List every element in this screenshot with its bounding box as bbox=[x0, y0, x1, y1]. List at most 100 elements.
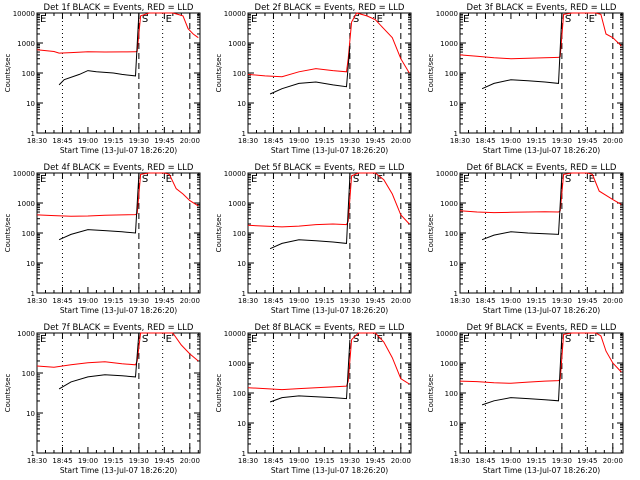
y-tick-label: 100 bbox=[22, 70, 35, 78]
y-tick-label: 1 bbox=[242, 130, 246, 138]
x-tick-label: 20:00 bbox=[603, 137, 623, 145]
time-marker-label: E bbox=[589, 334, 595, 345]
y-tick-label: 10 bbox=[237, 420, 246, 428]
x-tick-label: 20:00 bbox=[391, 137, 411, 145]
y-tick-label: 10000 bbox=[436, 330, 458, 338]
x-tick-label: 19:30 bbox=[340, 297, 360, 305]
x-tick-label: 19:00 bbox=[501, 297, 521, 305]
time-marker-label: E bbox=[40, 174, 46, 185]
x-tick-label: 20:00 bbox=[180, 137, 200, 145]
y-tick-label: 100 bbox=[233, 70, 246, 78]
plot-frame bbox=[459, 12, 624, 134]
x-tick-label: 19:15 bbox=[526, 457, 546, 465]
y-tick-label: 1 bbox=[454, 290, 458, 298]
y-tick-label: 10 bbox=[449, 100, 458, 108]
x-tick-label: 19:45 bbox=[365, 137, 385, 145]
x-tick-label: 19:00 bbox=[78, 457, 98, 465]
y-tick-label: 1000 bbox=[228, 360, 246, 368]
detector-panel: Det 7f BLACK = Events, RED = LLD 1 10 100 10… bbox=[4, 323, 201, 475]
x-tick-label: 19:15 bbox=[526, 297, 546, 305]
x-tick-label: 18:30 bbox=[27, 457, 47, 465]
x-tick-label: 20:00 bbox=[603, 297, 623, 305]
time-marker-label: E bbox=[377, 334, 383, 345]
series-line-lld bbox=[459, 12, 622, 60]
y-tick-label: 100 bbox=[22, 370, 35, 378]
y-tick-label: 10000 bbox=[224, 330, 246, 338]
x-tick-label: 18:45 bbox=[475, 137, 495, 145]
x-tick-label: 18:30 bbox=[450, 457, 470, 465]
y-axis-label: Counts/sec bbox=[4, 214, 12, 253]
time-marker-label: E bbox=[463, 174, 469, 185]
time-marker-label: E bbox=[377, 174, 383, 185]
x-axis-label: Start Time (13-Jul-07 18:26:20) bbox=[483, 466, 600, 475]
y-tick-label: 10 bbox=[26, 260, 35, 268]
series-line-events bbox=[269, 175, 351, 250]
y-axis-label: Counts/sec bbox=[215, 374, 223, 413]
panel-title: Det 8f BLACK = Events, RED = LLD bbox=[255, 323, 405, 333]
y-tick-label: 100 bbox=[445, 390, 458, 398]
y-tick-label: 1 bbox=[31, 290, 35, 298]
y-tick-label: 10000 bbox=[224, 170, 246, 178]
panel-title: Det 2f BLACK = Events, RED = LLD bbox=[255, 3, 405, 13]
x-tick-label: 19:30 bbox=[129, 297, 149, 305]
x-tick-label: 19:00 bbox=[289, 297, 309, 305]
y-tick-label: 100 bbox=[445, 70, 458, 78]
y-tick-label: 100 bbox=[445, 230, 458, 238]
series-line-lld bbox=[36, 172, 199, 217]
time-marker-label: S bbox=[353, 174, 359, 185]
x-axis-label: Start Time (13-Jul-07 18:26:20) bbox=[483, 146, 600, 155]
time-marker-label: E bbox=[166, 14, 172, 25]
series-line-events bbox=[481, 174, 563, 241]
series-line-lld bbox=[459, 332, 622, 384]
y-tick-label: 10000 bbox=[13, 170, 35, 178]
detector-panel: Det 9f BLACK = Events, RED = LLD 1 10 100 10… bbox=[427, 323, 624, 475]
x-tick-label: 18:45 bbox=[263, 457, 283, 465]
panel-title: Det 7f BLACK = Events, RED = LLD bbox=[44, 323, 194, 333]
detector-panel: Det 4f BLACK = Events, RED = LLD 1 10 100 10… bbox=[4, 163, 201, 315]
series-line-lld bbox=[36, 12, 199, 54]
x-tick-label: 19:45 bbox=[365, 457, 385, 465]
y-tick-label: 10 bbox=[26, 100, 35, 108]
x-tick-label: 20:00 bbox=[391, 297, 411, 305]
x-tick-label: 19:30 bbox=[552, 137, 572, 145]
x-tick-label: 18:30 bbox=[27, 137, 47, 145]
y-tick-label: 10 bbox=[449, 420, 458, 428]
plot-frame bbox=[36, 332, 201, 454]
y-tick-label: 10 bbox=[237, 260, 246, 268]
x-axis-label: Start Time (13-Jul-07 18:26:20) bbox=[60, 146, 177, 155]
panel-title: Det 1f BLACK = Events, RED = LLD bbox=[44, 3, 194, 13]
x-tick-label: 19:30 bbox=[129, 457, 149, 465]
panel-title: Det 9f BLACK = Events, RED = LLD bbox=[467, 323, 617, 333]
x-tick-label: 19:00 bbox=[501, 137, 521, 145]
detector-panel: Det 2f BLACK = Events, RED = LLD 1 10 100 10… bbox=[215, 3, 412, 155]
x-tick-label: 18:45 bbox=[263, 297, 283, 305]
x-tick-label: 18:45 bbox=[475, 457, 495, 465]
time-marker-label: S bbox=[353, 14, 359, 25]
x-axis-label: Start Time (13-Jul-07 18:26:20) bbox=[271, 466, 388, 475]
x-tick-label: 20:00 bbox=[180, 297, 200, 305]
x-tick-label: 18:30 bbox=[238, 137, 258, 145]
panel-title: Det 5f BLACK = Events, RED = LLD bbox=[255, 163, 405, 173]
time-marker-label: E bbox=[166, 174, 172, 185]
x-axis-label: Start Time (13-Jul-07 18:26:20) bbox=[483, 306, 600, 315]
y-tick-label: 1 bbox=[31, 130, 35, 138]
x-tick-label: 19:00 bbox=[78, 137, 98, 145]
detector-panel: Det 8f BLACK = Events, RED = LLD 1 10 100 10… bbox=[215, 323, 412, 475]
y-axis-label: Counts/sec bbox=[215, 214, 223, 253]
time-marker-label: E bbox=[166, 334, 172, 345]
panel-title: Det 6f BLACK = Events, RED = LLD bbox=[467, 163, 617, 173]
y-tick-label: 1000 bbox=[440, 40, 458, 48]
time-marker-label: S bbox=[565, 334, 571, 345]
series-line-events bbox=[58, 12, 140, 86]
time-marker-label: E bbox=[589, 14, 595, 25]
x-tick-label: 19:30 bbox=[552, 457, 572, 465]
y-tick-label: 10 bbox=[26, 410, 35, 418]
y-tick-label: 1000 bbox=[228, 40, 246, 48]
time-marker-label: E bbox=[40, 334, 46, 345]
series-line-events bbox=[269, 339, 351, 403]
y-tick-label: 100 bbox=[22, 230, 35, 238]
time-marker-label: S bbox=[565, 14, 571, 25]
plot-frame bbox=[36, 12, 201, 134]
time-marker-label: E bbox=[463, 334, 469, 345]
y-axis-label: Counts/sec bbox=[427, 214, 435, 253]
